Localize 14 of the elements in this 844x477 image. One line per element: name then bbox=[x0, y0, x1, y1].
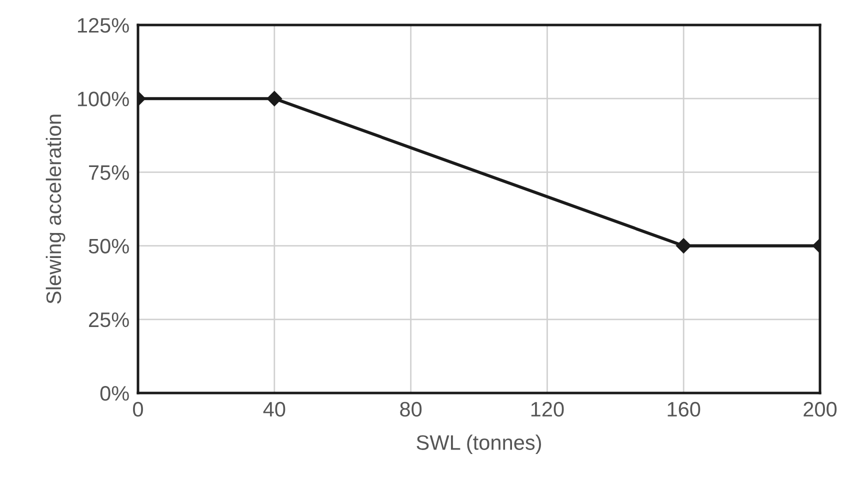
y-tick-label: 50% bbox=[88, 238, 129, 254]
y-axis-title: Slewing acceleration bbox=[46, 114, 66, 304]
x-tick-label: 200 bbox=[804, 402, 837, 417]
y-tick-label: 0% bbox=[100, 386, 129, 401]
x-tick-label: 40 bbox=[263, 402, 286, 417]
x-tick-label: 80 bbox=[400, 402, 422, 417]
x-tick-label: 160 bbox=[668, 402, 700, 417]
x-tick-label: 120 bbox=[531, 402, 564, 417]
x-axis-title: SWL (tonnes) bbox=[416, 434, 541, 454]
y-tick-label: 125% bbox=[78, 18, 129, 33]
y-tick-label: 75% bbox=[89, 165, 129, 180]
y-tick-label: 25% bbox=[89, 312, 129, 328]
x-tick-label: 0 bbox=[133, 402, 143, 417]
y-tick-label: 100% bbox=[78, 92, 129, 106]
